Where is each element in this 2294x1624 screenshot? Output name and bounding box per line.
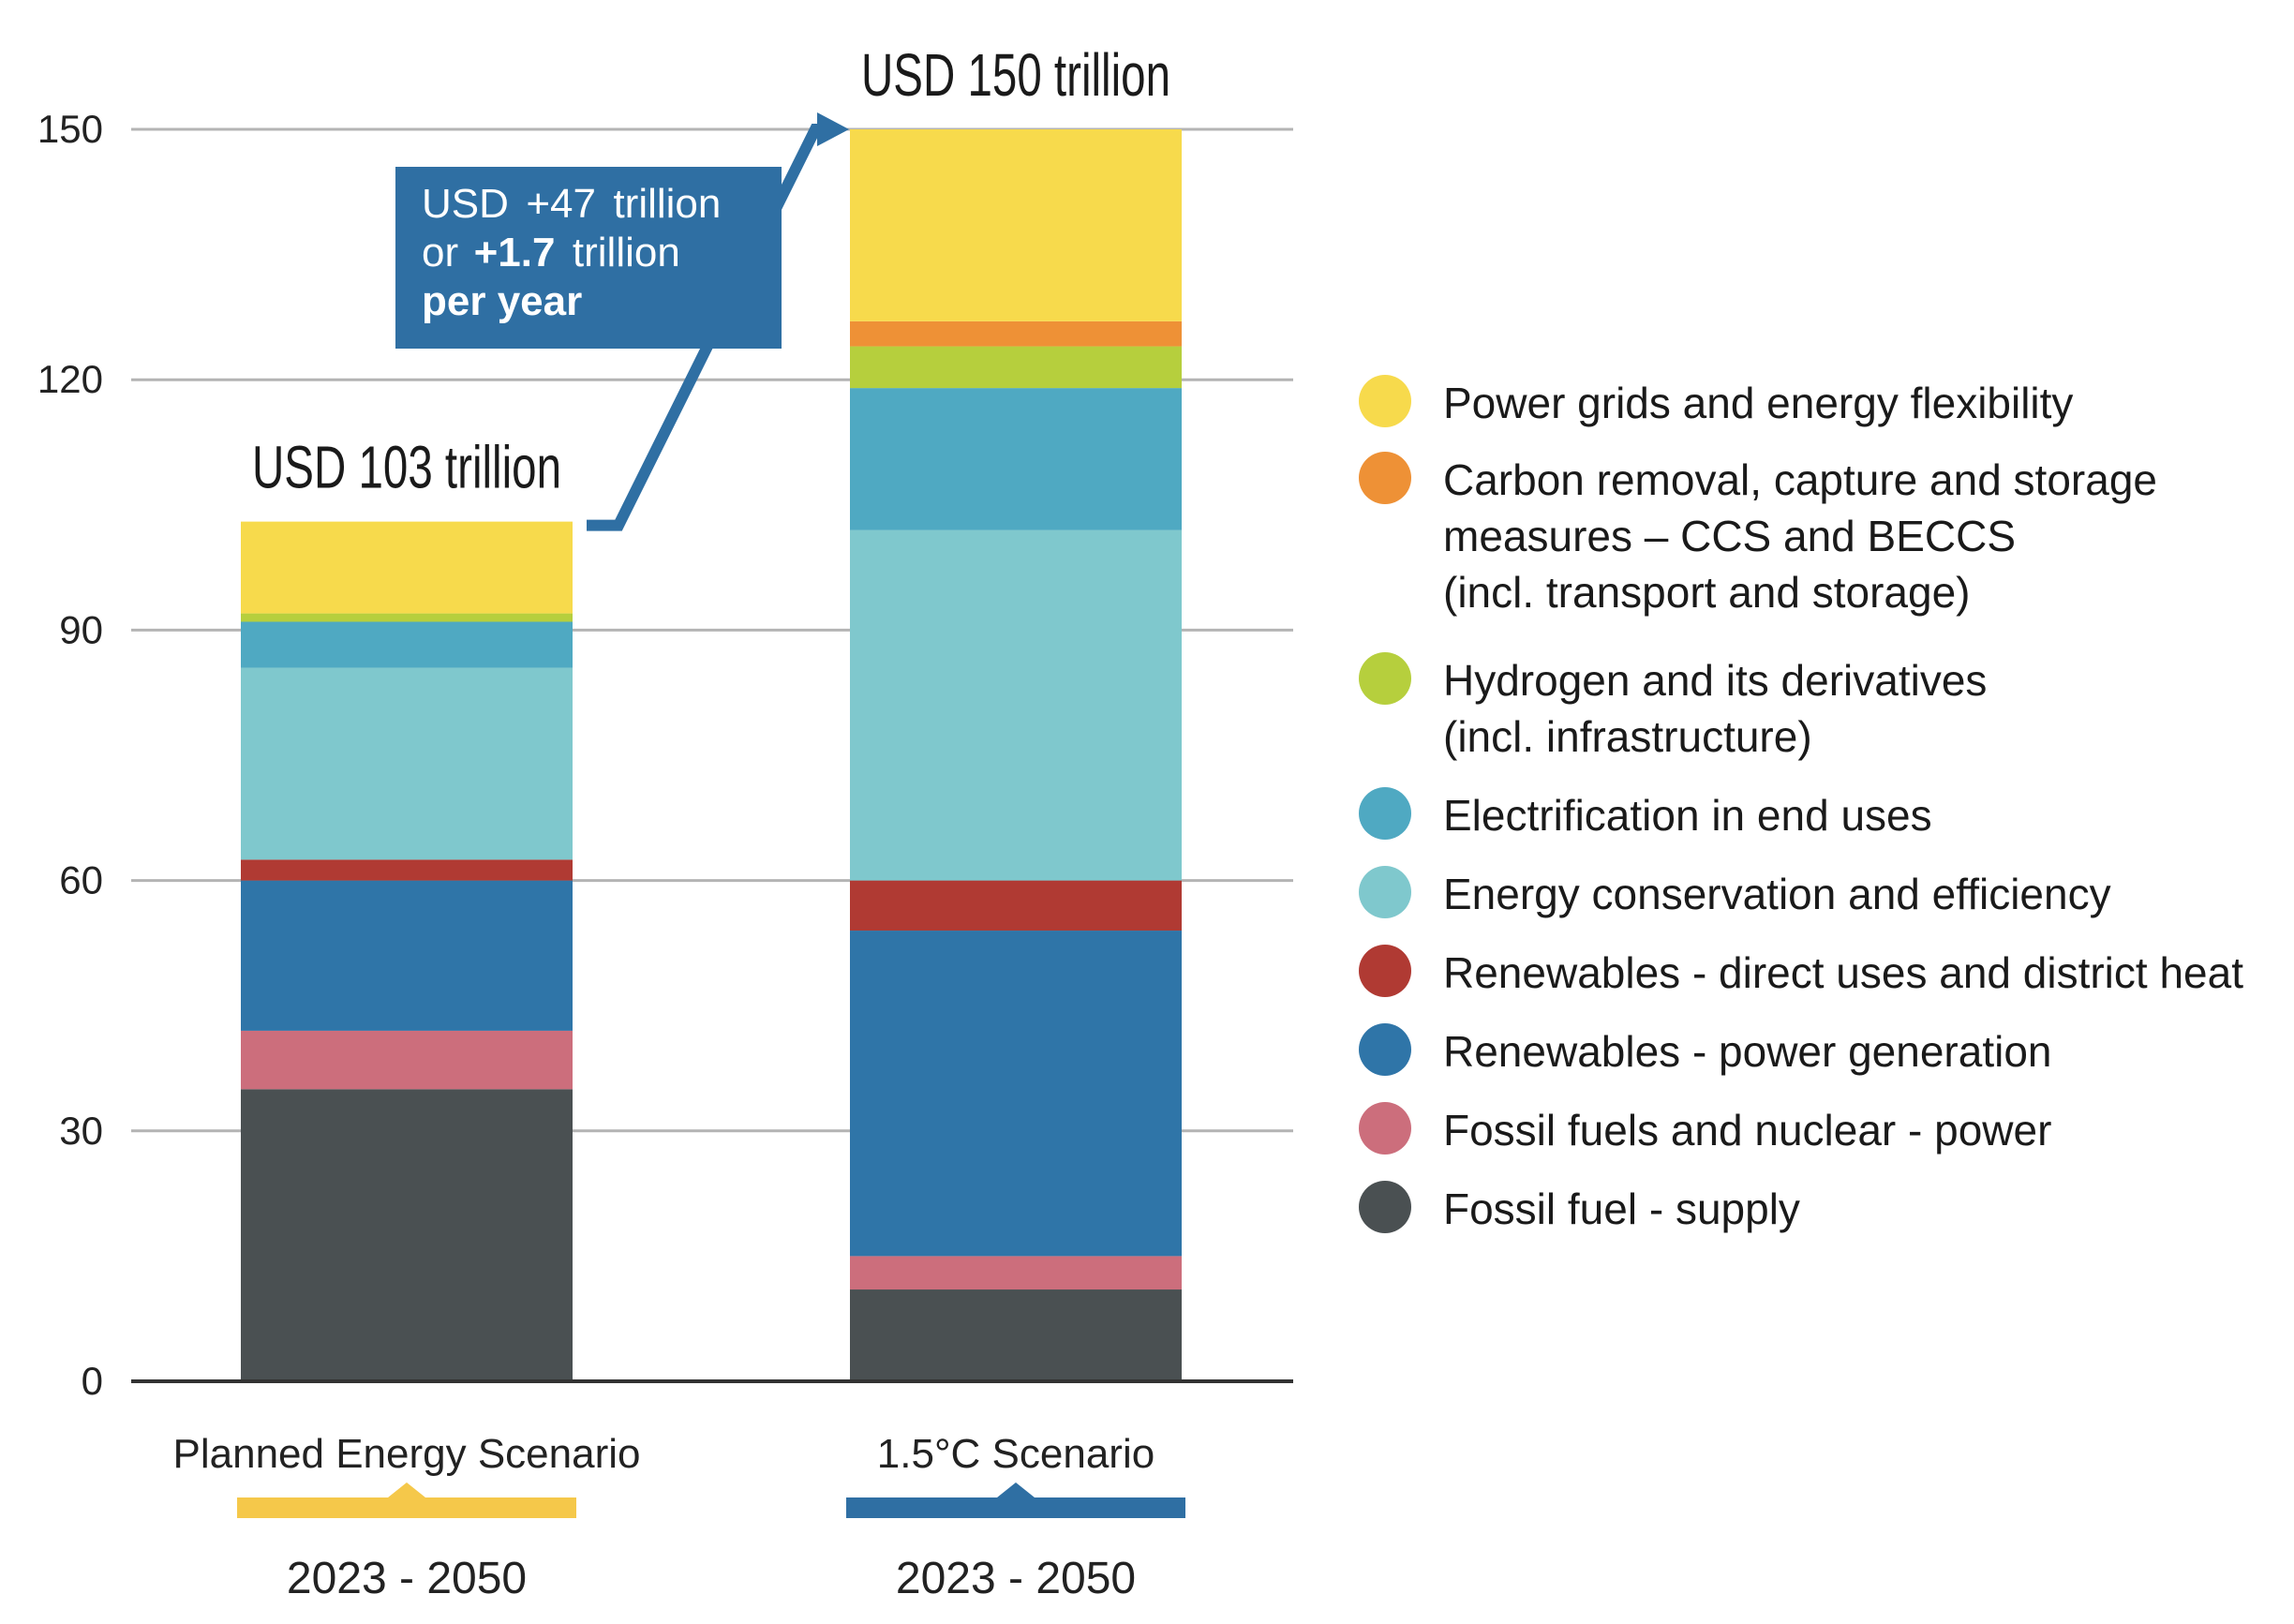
y-tick-label: 150 [37, 107, 103, 151]
bar-segment [850, 129, 1182, 321]
category-label: 1.5°C Scenario [877, 1431, 1154, 1477]
y-tick-label: 0 [82, 1359, 103, 1403]
legend-swatch-icon [1359, 945, 1411, 997]
period-label: 2023 - 2050 [896, 1554, 1136, 1603]
legend-item: Renewables - power generation [1359, 1023, 2277, 1080]
legend-label: Power grids and energy flexibility [1443, 375, 2073, 431]
period-label: 2023 - 2050 [287, 1554, 527, 1603]
legend-item: Electrification in end uses [1359, 787, 2277, 843]
y-tick-label: 120 [37, 357, 103, 401]
legend-swatch-icon [1359, 866, 1411, 918]
y-tick-label: 90 [59, 607, 103, 651]
category-labels: USD 103 trillion Planned Energy Scenario 2… [173, 41, 1185, 1603]
legend-label: Renewables - power generation [1443, 1023, 2052, 1080]
legend-item: Renewables - direct uses and district he… [1359, 945, 2277, 1001]
bar-segment [241, 613, 573, 622]
bar-segment [850, 529, 1182, 881]
y-axis: 0 30 60 90 120 150 [37, 107, 1293, 1403]
legend-item: Fossil fuels and nuclear - power [1359, 1102, 2277, 1158]
callout-box [395, 167, 782, 349]
increase-callout: USD +47 trillion or +1.7 trillion per ye… [395, 112, 849, 531]
category-marker [237, 1497, 576, 1518]
bar-segment [241, 880, 573, 1031]
legend-label-line: Fossil fuels and nuclear - power [1443, 1106, 2052, 1155]
bar-segment [850, 1289, 1182, 1381]
legend-swatch-icon [1359, 375, 1411, 427]
legend-swatch-icon [1359, 1102, 1411, 1155]
bar-segment [241, 1089, 573, 1381]
legend-label-line: Energy conservation and efficiency [1443, 870, 2111, 918]
bar-segment [850, 388, 1182, 530]
legend-label-line: measures – CCS and BECCS [1443, 512, 2017, 560]
legend-swatch-icon [1359, 1181, 1411, 1233]
legend-label: Fossil fuel - supply [1443, 1181, 1800, 1237]
y-tick-label: 60 [59, 858, 103, 902]
callout-line-3: per year [422, 278, 582, 324]
bar-segment [850, 931, 1182, 1257]
callout-line-1: USD +47 trillion [422, 181, 721, 227]
legend-label: Hydrogen and its derivatives (incl. infra… [1443, 652, 1987, 765]
bar-segment [850, 880, 1182, 931]
legend-label-line: Renewables - direct uses and district he… [1443, 948, 2243, 997]
legend-item: Energy conservation and efficiency [1359, 866, 2277, 922]
legend-label: Electrification in end uses [1443, 787, 1932, 843]
legend-label-line: (incl. infrastructure) [1443, 712, 1812, 761]
arrowhead-icon [817, 112, 849, 146]
legend-label-line: Carbon removal, capture and storage [1443, 455, 2157, 504]
legend-label: Renewables - direct uses and district he… [1443, 945, 2243, 1001]
legend-item: Fossil fuel - supply [1359, 1181, 2277, 1237]
category-marker [846, 1497, 1185, 1518]
legend-item: Carbon removal, capture and storage measu… [1359, 452, 2277, 620]
category-label: Planned Energy Scenario [173, 1431, 641, 1477]
bar-segment [850, 320, 1182, 347]
legend-label: Carbon removal, capture and storage measu… [1443, 452, 2157, 620]
bar-segment [241, 521, 573, 614]
bar-segment [241, 859, 573, 881]
bars [241, 129, 1182, 1381]
legend-label-line: (incl. transport and storage) [1443, 568, 1971, 617]
bar-segment [850, 1256, 1182, 1290]
bar-total-label: USD 150 trillion [861, 41, 1170, 109]
legend-swatch-icon [1359, 452, 1411, 504]
legend-label-line: Hydrogen and its derivatives [1443, 656, 1988, 705]
y-tick-label: 30 [59, 1109, 103, 1153]
legend-item: Power grids and energy flexibility [1359, 375, 2277, 431]
legend-item: Hydrogen and its derivatives (incl. infra… [1359, 652, 2277, 765]
bar-total-label: USD 103 trillion [252, 434, 561, 501]
legend-label-line: Fossil fuel - supply [1443, 1184, 1800, 1233]
category-marker-notch [997, 1482, 1035, 1497]
bar-segment [850, 346, 1182, 389]
bar-segment [241, 667, 573, 860]
bar-segment [241, 1030, 573, 1090]
callout-line-2: or +1.7 trillion [422, 230, 680, 276]
legend-swatch-icon [1359, 1023, 1411, 1076]
legend-label: Energy conservation and efficiency [1443, 866, 2111, 922]
legend-label-line: Power grids and energy flexibility [1443, 379, 2074, 427]
legend-label: Fossil fuels and nuclear - power [1443, 1102, 2051, 1158]
legend-swatch-icon [1359, 652, 1411, 705]
legend-label-line: Renewables - power generation [1443, 1027, 2052, 1076]
legend: Power grids and energy flexibility Carbon… [1359, 375, 2277, 1258]
legend-swatch-icon [1359, 787, 1411, 840]
legend-label-line: Electrification in end uses [1443, 791, 1932, 840]
category-marker-notch [388, 1482, 425, 1497]
bar-segment [241, 621, 573, 668]
